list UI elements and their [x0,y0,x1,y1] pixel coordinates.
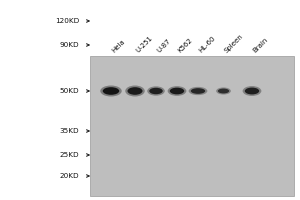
Text: U-251: U-251 [135,35,154,54]
Text: Hela: Hela [111,39,126,54]
Ellipse shape [125,85,145,97]
Ellipse shape [128,87,142,95]
Text: 25KD: 25KD [60,152,80,158]
Text: K562: K562 [177,37,194,54]
Text: HL-60: HL-60 [198,35,217,54]
Ellipse shape [243,86,261,96]
Text: Brain: Brain [252,37,269,54]
Ellipse shape [149,88,163,94]
Text: 20KD: 20KD [60,173,80,179]
Text: U-87: U-87 [156,38,172,54]
Ellipse shape [170,88,184,94]
FancyBboxPatch shape [90,56,294,196]
Ellipse shape [216,87,231,95]
Ellipse shape [245,88,259,94]
Text: 50KD: 50KD [60,88,80,94]
Ellipse shape [168,86,186,96]
Ellipse shape [189,87,207,95]
Text: Spleen: Spleen [224,33,244,54]
Text: 120KD: 120KD [55,18,80,24]
Ellipse shape [191,88,205,94]
Ellipse shape [103,87,119,95]
Ellipse shape [100,85,122,97]
Ellipse shape [147,86,165,96]
Text: 35KD: 35KD [60,128,80,134]
Text: 90KD: 90KD [60,42,80,48]
Ellipse shape [218,89,229,93]
